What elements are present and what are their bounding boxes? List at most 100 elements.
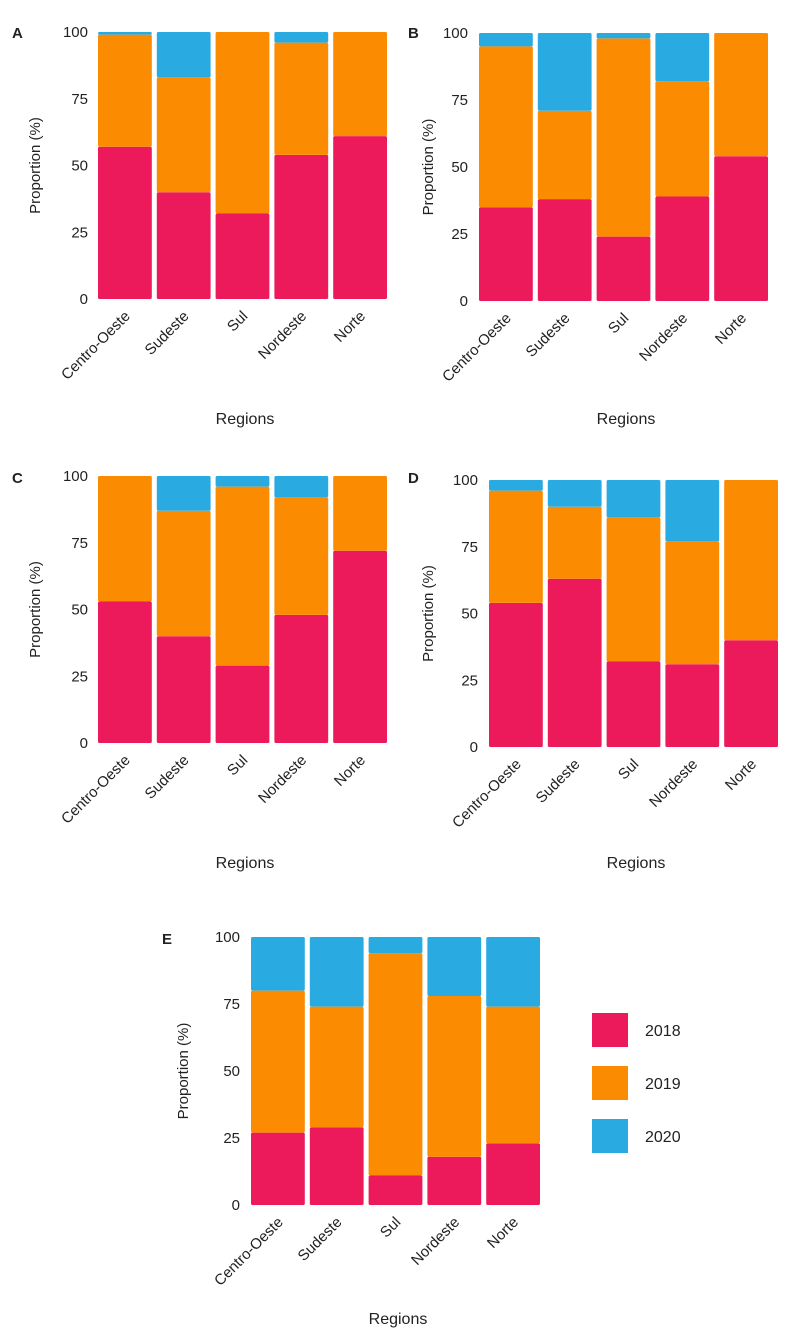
y-tick-label: 50 <box>451 159 468 176</box>
y-tick-label: 0 <box>232 1197 240 1214</box>
y-tick-label: 25 <box>223 1130 240 1147</box>
panel-label: C <box>12 470 23 487</box>
bar-segment-2018 <box>724 640 778 747</box>
bar-segment-2019 <box>98 34 152 147</box>
y-tick-label: 100 <box>453 472 478 489</box>
x-tick-label: Norte <box>331 752 369 790</box>
bar-segment-2019 <box>333 476 387 551</box>
x-tick-label: Norte <box>484 1214 522 1252</box>
bar-segment-2020 <box>596 33 651 39</box>
y-tick-label: 100 <box>63 24 88 41</box>
y-axis-label: Proportion (%) <box>420 119 437 216</box>
bar-segment-2018 <box>215 665 270 743</box>
bar-segment-2018 <box>606 661 661 747</box>
bar-segment-2018 <box>274 154 329 299</box>
bar-segment-2020 <box>274 476 329 498</box>
x-tick-label: Sudeste <box>142 752 193 803</box>
y-tick-label: 0 <box>80 291 88 308</box>
bar-segment-2018 <box>98 601 152 743</box>
bar-segment-2018 <box>98 146 152 299</box>
bar-segment-2018 <box>486 1143 540 1205</box>
bar-segment-2020 <box>251 937 305 991</box>
legend-label: 2019 <box>645 1076 681 1093</box>
bar-segment-2019 <box>251 990 305 1133</box>
x-tick-label: Nordeste <box>255 752 310 807</box>
legend: 2018 2019 2020 <box>592 1013 681 1153</box>
legend-swatch-2018 <box>592 1013 628 1047</box>
bar-segment-2018 <box>156 636 211 743</box>
bar-segment-2018 <box>156 192 211 299</box>
legend-swatch-2020 <box>592 1119 628 1153</box>
bar-segment-2018 <box>333 550 387 743</box>
chart-panel-b: B 0 25 50 75 100 Proportion (%) Centro-Oeste Sud… <box>408 25 768 428</box>
y-tick-label: 25 <box>71 224 88 241</box>
x-tick-label: Sudeste <box>533 756 584 807</box>
x-tick-label: Norte <box>712 310 750 348</box>
bar-segment-2020 <box>98 32 152 35</box>
y-tick-label: 50 <box>223 1063 240 1080</box>
legend-label: 2018 <box>645 1023 681 1040</box>
y-tick-label: 100 <box>63 468 88 485</box>
x-tick-label: Sudeste <box>295 1214 346 1265</box>
bar-segment-2019 <box>714 33 768 157</box>
bar-segment-2019 <box>156 77 211 193</box>
x-tick-label: Sudeste <box>523 310 574 361</box>
x-tick-label: Norte <box>331 308 369 346</box>
y-axis-label: Proportion (%) <box>27 117 44 214</box>
bar-segment-2019 <box>606 517 661 662</box>
bar-segment-2019 <box>596 38 651 237</box>
bar-segment-2020 <box>665 480 720 542</box>
bar-segment-2020 <box>427 937 482 996</box>
x-tick-label: Centro-Oeste <box>439 310 515 386</box>
panel-label: E <box>162 931 172 948</box>
bar-segment-2019 <box>537 110 592 200</box>
chart-panel-d: D 0 25 50 75 100 Proportion (%) Centro-Oeste Sud… <box>408 470 778 872</box>
legend-label: 2020 <box>645 1129 681 1146</box>
chart-panel-e: E 0 25 50 75 100 Proportion (%) Centro-Oeste Sud… <box>162 929 540 1328</box>
bar-segment-2019 <box>274 497 329 615</box>
x-tick-label: Sul <box>224 752 251 779</box>
bar-segment-2020 <box>486 937 540 1007</box>
y-tick-label: 75 <box>71 91 88 108</box>
bar-segment-2019 <box>479 46 533 208</box>
panel-label: D <box>408 470 419 487</box>
chart-panel-c: C 0 25 50 75 100 Proportion (%) Centro-Oeste Sud… <box>12 468 387 872</box>
bar-segment-2020 <box>547 480 602 507</box>
bar-segment-2019 <box>724 480 778 641</box>
bar-segment-2020 <box>156 32 211 78</box>
bar-segment-2020 <box>309 937 364 1007</box>
panel-label: B <box>408 25 419 42</box>
x-axis-label: Regions <box>216 855 275 872</box>
bar-segment-2020 <box>606 480 661 518</box>
bar-segment-2019 <box>274 42 329 155</box>
bar-segment-2019 <box>368 953 423 1176</box>
x-tick-label: Sul <box>615 756 642 783</box>
bar-segment-2019 <box>486 1006 540 1144</box>
bar-segment-2018 <box>215 213 270 299</box>
x-tick-label: Centro-Oeste <box>211 1214 287 1290</box>
bar-segment-2019 <box>655 81 710 197</box>
y-tick-label: 50 <box>461 606 478 623</box>
y-tick-label: 25 <box>451 226 468 243</box>
x-tick-label: Norte <box>722 756 760 794</box>
y-tick-label: 0 <box>80 735 88 752</box>
bar-segment-2019 <box>215 486 270 666</box>
x-tick-label: Sul <box>377 1214 404 1241</box>
y-tick-label: 75 <box>451 92 468 109</box>
bar-segment-2018 <box>368 1175 423 1205</box>
y-tick-label: 75 <box>223 996 240 1013</box>
x-tick-label: Centro-Oeste <box>58 308 134 384</box>
bar-segment-2018 <box>655 196 710 301</box>
legend-swatch-2019 <box>592 1066 628 1100</box>
y-tick-label: 0 <box>460 293 468 310</box>
panel-label: A <box>12 25 23 42</box>
y-tick-label: 100 <box>215 929 240 946</box>
y-axis-label: Proportion (%) <box>27 561 44 658</box>
bar-segment-2019 <box>427 995 482 1157</box>
y-tick-label: 50 <box>71 602 88 619</box>
y-tick-label: 25 <box>71 668 88 685</box>
x-tick-label: Nordeste <box>255 308 310 363</box>
bar-segment-2019 <box>215 32 270 214</box>
y-tick-label: 75 <box>461 539 478 556</box>
